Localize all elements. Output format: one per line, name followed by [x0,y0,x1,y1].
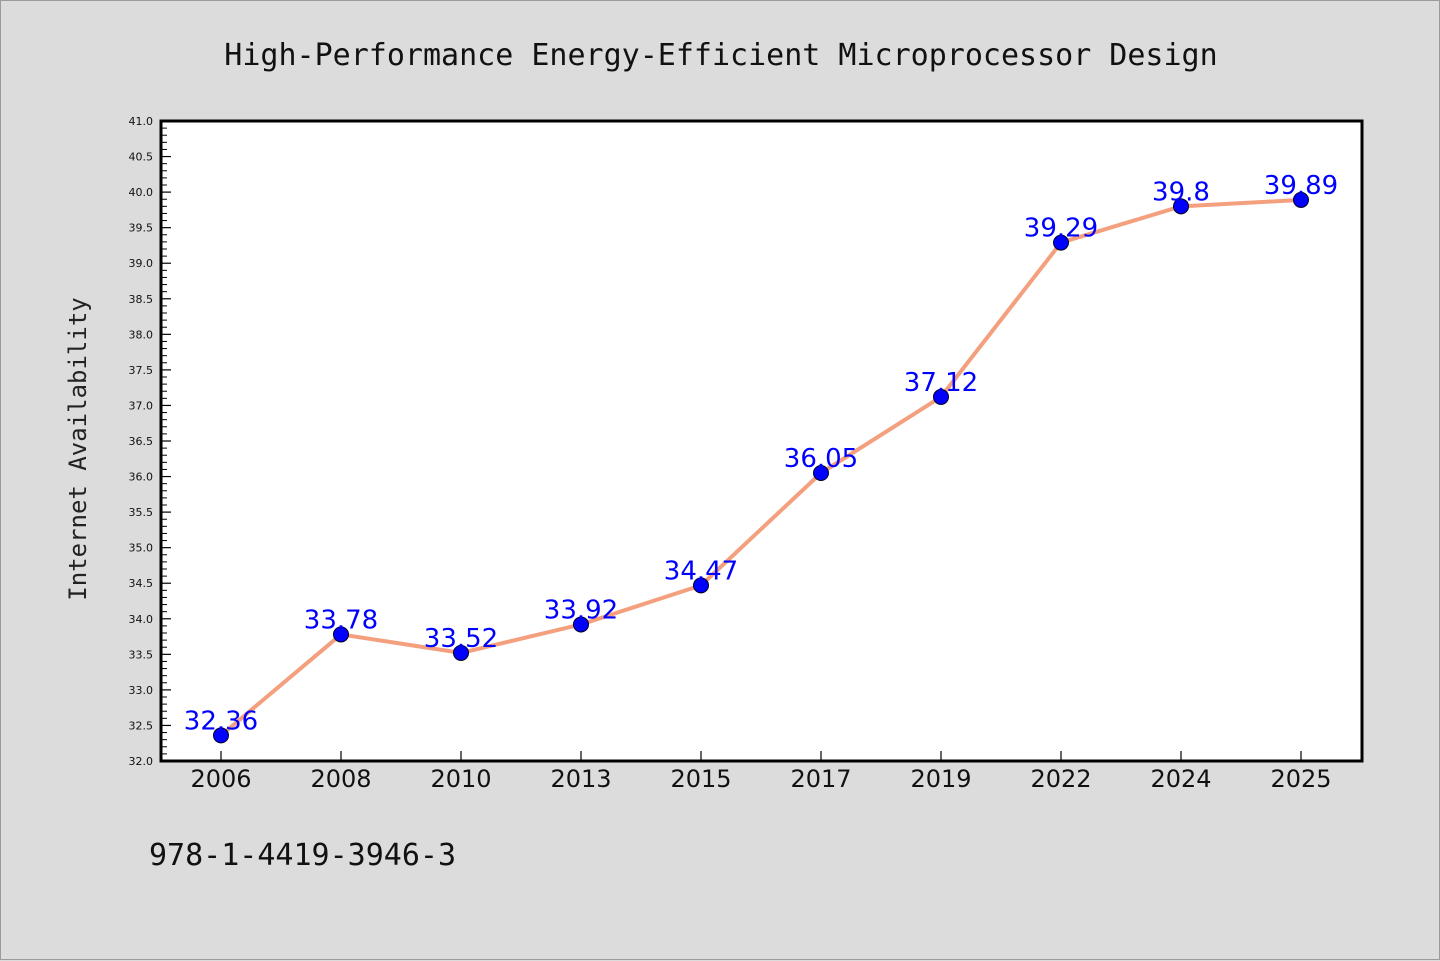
data-label: 37.12 [904,368,978,398]
data-label: 33.52 [424,624,498,654]
x-tick-label: 2015 [670,765,731,793]
y-tick-label: 37.5 [129,364,154,377]
x-tick-label: 2024 [1150,765,1211,793]
chart-title: High-Performance Energy-Efficient Microp… [224,38,1217,73]
data-label: 36.05 [784,444,858,474]
plot-border [159,119,1364,763]
series-line [219,197,1302,737]
data-label: 33.92 [544,595,618,625]
data-point [453,644,469,661]
data-point [333,626,349,643]
y-tick-label: 34.0 [129,613,154,626]
x-tick-label: 2022 [1030,765,1091,793]
y-tick-label: 40.0 [129,186,154,199]
x-axis-ticks: 2006 2008 2010 2013 2015 2017 2019 2022 2024 2025 [190,751,1332,793]
y-tick-label: 39.5 [129,222,154,235]
y-tick-label: 38.0 [129,328,154,341]
data-point [1053,234,1069,251]
y-tick-label: 38.5 [129,293,154,306]
x-tick-label: 2008 [310,765,371,793]
y-tick-label: 37.0 [129,399,154,412]
y-tick-label: 32.0 [129,755,154,768]
y-tick-label: 33.5 [129,648,154,661]
y-axis-label: Internet Availability [64,297,92,600]
y-tick-label: 33.0 [129,684,154,697]
y-tick-label: 32.5 [129,719,154,732]
data-point [933,388,949,405]
y-tick-label: 41.0 [129,115,154,128]
data-point [573,616,589,633]
y-tick-label: 39.0 [129,257,154,270]
y-tick-label: 35.5 [129,506,154,519]
y-tick-label: 34.5 [129,577,154,590]
data-label: 39.29 [1024,214,1098,244]
data-point [213,727,229,744]
y-tick-label: 36.5 [129,435,154,448]
isbn-footer: 978-1-4419-3946-3 [149,838,456,873]
x-tick-label: 2006 [190,765,251,793]
data-label: 39.89 [1264,171,1338,201]
data-label: 39.8 [1152,177,1210,207]
data-label: 32.36 [184,706,258,736]
x-tick-label: 2025 [1270,765,1331,793]
x-tick-label: 2013 [550,765,611,793]
data-point [1293,191,1309,208]
series-group: 32.36 33.78 33.52 33.92 34.47 36.05 37.12 39.29… [184,171,1338,744]
y-tick-label: 36.0 [129,471,154,484]
data-label: 34.47 [664,556,738,586]
y-tick-label: 35.0 [129,542,154,555]
data-point [813,465,829,481]
data-point [1173,198,1189,215]
plot-area [161,121,1362,761]
x-tick-label: 2019 [910,765,971,793]
y-tick-label: 40.5 [129,151,154,164]
x-tick-label: 2017 [790,765,851,793]
data-label: 33.78 [304,605,378,635]
data-point [693,577,709,594]
x-tick-label: 2010 [430,765,491,793]
